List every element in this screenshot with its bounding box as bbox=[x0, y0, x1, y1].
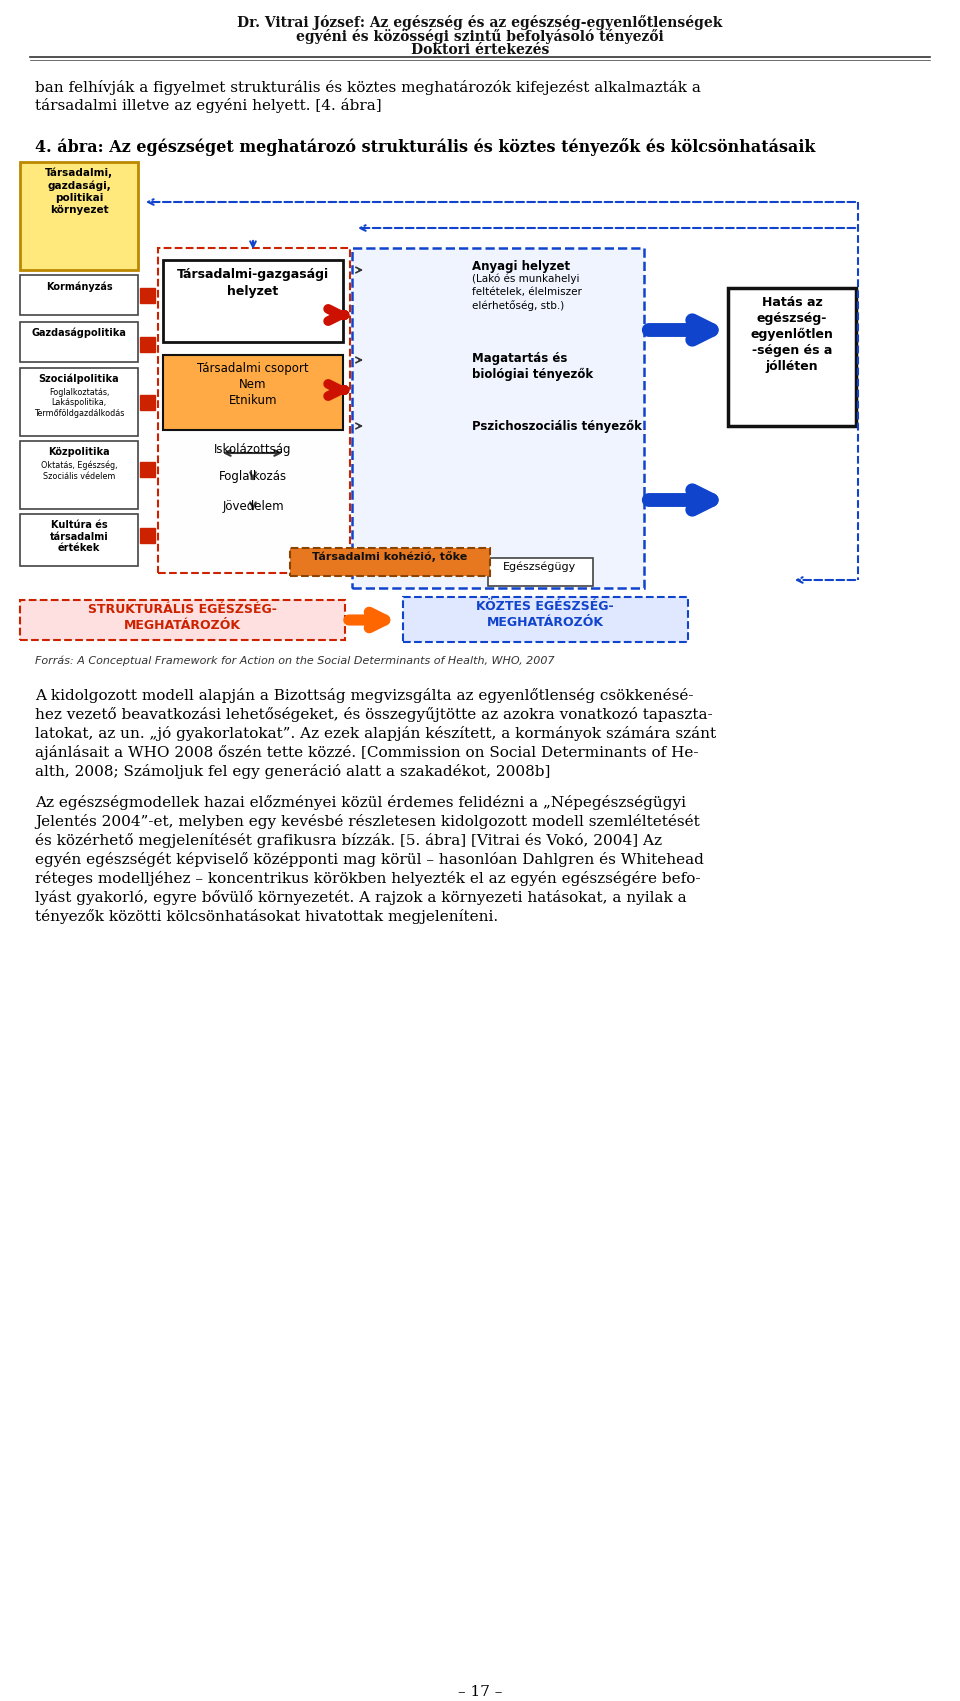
Bar bbox=[488, 558, 593, 587]
Text: Oktatás, Egészség,
Szociális védelem: Oktatás, Egészség, Szociális védelem bbox=[40, 461, 117, 481]
Bar bbox=[163, 356, 343, 430]
Text: Közpolitika: Közpolitika bbox=[48, 447, 109, 458]
Text: Jövedelem: Jövedelem bbox=[222, 500, 284, 514]
Text: Az egészségmodellek hazai előzményei közül érdemes felidézni a „Népegészségügyi: Az egészségmodellek hazai előzményei köz… bbox=[35, 794, 686, 810]
Text: Magatartás és
biológiai tényezők: Magatartás és biológiai tényezők bbox=[472, 352, 593, 381]
Bar bbox=[140, 463, 155, 476]
Text: Társadalmi-gazgasági
helyzet: Társadalmi-gazgasági helyzet bbox=[177, 269, 329, 298]
Bar bbox=[403, 597, 688, 641]
Text: Iskolázottság: Iskolázottság bbox=[214, 442, 292, 456]
Text: latokat, az un. „jó gyakorlatokat”. Az ezek alapján készített, a kormányok számá: latokat, az un. „jó gyakorlatokat”. Az e… bbox=[35, 726, 716, 742]
Bar bbox=[20, 514, 138, 566]
Bar bbox=[158, 248, 350, 573]
Bar bbox=[140, 395, 155, 410]
Bar bbox=[20, 367, 138, 435]
Text: Kormányzás: Kormányzás bbox=[46, 281, 112, 291]
Text: A kidolgozott modell alapján a Bizottság megvizsgálta az egyenlőtlenség csökkené: A kidolgozott modell alapján a Bizottság… bbox=[35, 687, 693, 703]
Text: egyéni és közösségi szintű befolyásoló tényezői: egyéni és közösségi szintű befolyásoló t… bbox=[296, 29, 664, 44]
Text: Gazdaságpolitika: Gazdaságpolitika bbox=[32, 328, 127, 338]
Bar bbox=[728, 287, 856, 425]
Text: Társadalmi,
gazdasági,
politikai
környezet: Társadalmi, gazdasági, politikai környez… bbox=[45, 167, 113, 216]
Text: ban felhívják a figyelmet strukturális és köztes meghatározók kifejezést alkalma: ban felhívják a figyelmet strukturális é… bbox=[35, 80, 701, 95]
Text: Hatás az
egészség-
egyenlőtlen
-ségen és a
jólléten: Hatás az egészség- egyenlőtlen -ségen és… bbox=[751, 296, 833, 373]
Text: Társadalmi csoport
Nem
Etnikum: Társadalmi csoport Nem Etnikum bbox=[197, 362, 309, 407]
Text: 4. ábra: Az egészséget meghatározó strukturális és köztes tényezők és kölcsönhat: 4. ábra: Az egészséget meghatározó struk… bbox=[35, 138, 815, 156]
Bar bbox=[20, 600, 345, 640]
Text: STRUKTURÁLIS EGÉSZSÉG-
MEGHATÁROZÓK: STRUKTURÁLIS EGÉSZSÉG- MEGHATÁROZÓK bbox=[87, 602, 276, 633]
Text: Pszichoszociális tényezők: Pszichoszociális tényezők bbox=[472, 420, 642, 434]
Text: Anyagi helyzet: Anyagi helyzet bbox=[472, 260, 570, 272]
Text: lyást gyakorló, egyre bővülő környezetét. A rajzok a környezeti hatásokat, a nyi: lyást gyakorló, egyre bővülő környezetét… bbox=[35, 890, 686, 905]
Text: társadalmi illetve az egyéni helyett. [4. ábra]: társadalmi illetve az egyéni helyett. [4… bbox=[35, 99, 382, 112]
Bar bbox=[352, 248, 644, 589]
Text: réteges modelljéhez – koncentrikus körökben helyezték el az egyén egészségére be: réteges modelljéhez – koncentrikus körök… bbox=[35, 871, 701, 886]
Bar bbox=[20, 321, 138, 362]
Text: Foglalkozás: Foglalkozás bbox=[219, 469, 287, 483]
Text: Dr. Vitrai József: Az egészség és az egészség-egyenlőtlenségek: Dr. Vitrai József: Az egészség és az egé… bbox=[237, 15, 723, 31]
Text: Társadalmi kohézió, tőke: Társadalmi kohézió, tőke bbox=[312, 551, 468, 561]
Text: Doktori értekezés: Doktori értekezés bbox=[411, 43, 549, 58]
Text: tényezők közötti kölcsönhatásokat hivatottak megjeleníteni.: tényezők közötti kölcsönhatásokat hivato… bbox=[35, 908, 498, 924]
Text: Foglalkoztatás,
Lakáspolitika,
Termőföldgazdálkodás: Foglalkoztatás, Lakáspolitika, Termőföld… bbox=[34, 388, 124, 418]
Bar bbox=[163, 260, 343, 342]
Text: és közérhető megjelenítését grafikusra bízzák. [5. ábra] [Vitrai és Vokó, 2004] : és közérhető megjelenítését grafikusra b… bbox=[35, 833, 662, 849]
Bar bbox=[20, 162, 138, 270]
Text: hez vezető beavatkozási lehetőségeket, és összegyűjtötte az azokra vonatkozó tap: hez vezető beavatkozási lehetőségeket, é… bbox=[35, 708, 712, 721]
Text: – 17 –: – 17 – bbox=[458, 1686, 502, 1699]
Text: alth, 2008; Számoljuk fel egy generáció alatt a szakadékot, 2008b]: alth, 2008; Számoljuk fel egy generáció … bbox=[35, 764, 550, 779]
Text: Szociálpolitika: Szociálpolitika bbox=[38, 374, 119, 384]
Text: Jelentés 2004”-et, melyben egy kevésbé részletesen kidolgozott modell szemléltet: Jelentés 2004”-et, melyben egy kevésbé r… bbox=[35, 815, 700, 828]
Text: KÖZTES EGÉSZSÉG-
MEGHATÁROZÓK: KÖZTES EGÉSZSÉG- MEGHATÁROZÓK bbox=[476, 600, 613, 629]
Bar bbox=[140, 337, 155, 352]
Text: ajánlásait a WHO 2008 őszén tette közzé. [Commission on Social Determinants of H: ajánlásait a WHO 2008 őszén tette közzé.… bbox=[35, 745, 699, 760]
Bar bbox=[290, 548, 490, 577]
Bar bbox=[20, 276, 138, 315]
Text: Egészségügy: Egészségügy bbox=[503, 561, 577, 573]
Bar bbox=[140, 287, 155, 303]
Text: Kultúra és
társadalmi
értékek: Kultúra és társadalmi értékek bbox=[50, 521, 108, 553]
Bar bbox=[140, 527, 155, 543]
Bar bbox=[20, 441, 138, 509]
Text: (Lakó és munkahelyi
feltételek, élelmiszer
elérhetőség, stb.): (Lakó és munkahelyi feltételek, élelmisz… bbox=[472, 274, 582, 311]
Text: egyén egészségét képviselő középponti mag körül – hasonlóan Dahlgren és Whitehea: egyén egészségét képviselő középponti ma… bbox=[35, 852, 704, 868]
Text: Forrás: A Conceptual Framework for Action on the Social Determinants of Health, : Forrás: A Conceptual Framework for Actio… bbox=[35, 655, 555, 665]
